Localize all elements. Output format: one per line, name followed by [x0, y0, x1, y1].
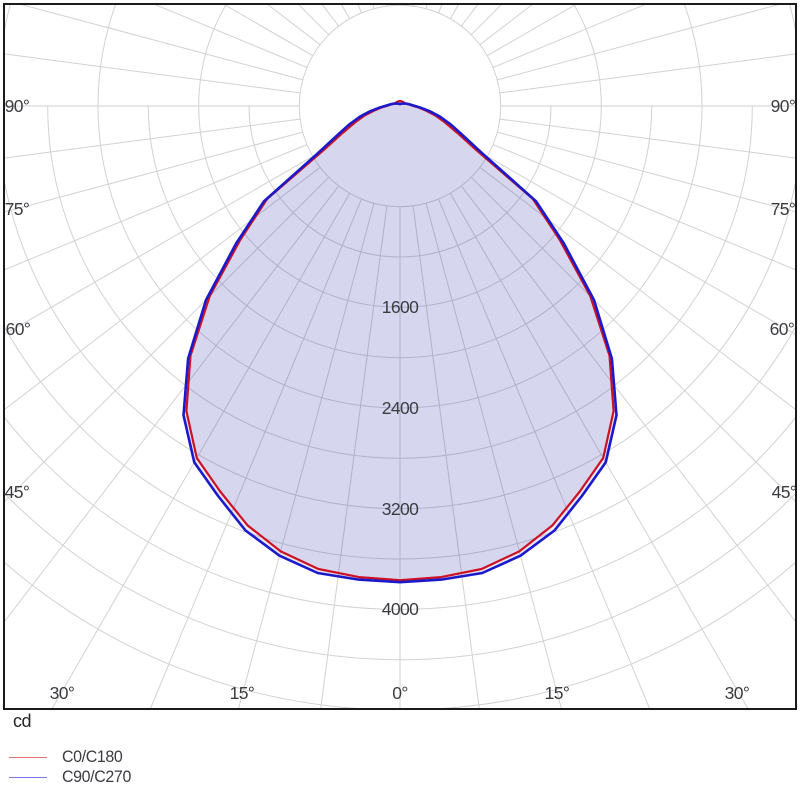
legend-line-c0-c180	[9, 756, 47, 758]
legend-line-c90-c270	[9, 776, 47, 778]
angle-tick-label: 45°	[5, 482, 30, 502]
angle-tick-label: 15°	[545, 683, 570, 703]
radial-tick-label: 1600	[382, 297, 419, 317]
axis-labels: 90° 75° 60° 45° 30° 15° 0° 15° 30° 45° 60° 75° 90° 16…	[5, 96, 797, 703]
angle-tick-label: 60°	[6, 319, 31, 339]
legend-label: C90/C270	[62, 767, 131, 786]
legend-item: C90/C270	[9, 767, 135, 786]
angle-tick-label: 75°	[771, 199, 796, 219]
legend-label: C0/C180	[62, 747, 123, 766]
angle-tick-label: 30°	[50, 683, 75, 703]
legend-item: C0/C180	[9, 747, 126, 766]
radial-tick-label: 4000	[382, 599, 419, 619]
angle-tick-label: 90°	[771, 96, 796, 116]
angle-tick-label: 60°	[770, 319, 795, 339]
radial-tick-label: 3200	[382, 499, 419, 519]
angle-tick-label: 75°	[5, 199, 30, 219]
angle-tick-label: 45°	[772, 482, 797, 502]
angle-tick-label: 90°	[5, 96, 30, 116]
angle-tick-label: 0°	[392, 683, 408, 703]
distribution-curves	[182, 99, 618, 584]
angle-tick-label: 30°	[725, 683, 750, 703]
angle-tick-label: 15°	[230, 683, 255, 703]
unit-label: cd	[13, 711, 32, 731]
radial-tick-label: 2400	[382, 398, 419, 418]
curve-c90-c270	[182, 102, 618, 584]
